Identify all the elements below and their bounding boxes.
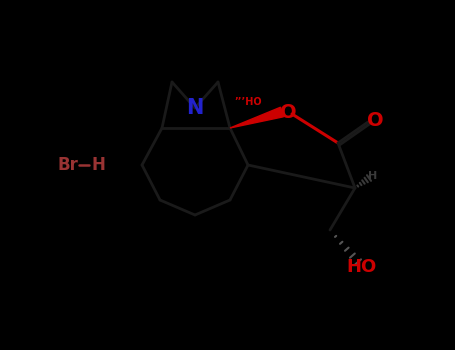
Text: ’’’HO: ’’’HO: [234, 97, 262, 107]
Text: O: O: [367, 112, 383, 131]
Text: O: O: [280, 103, 296, 121]
Text: H: H: [369, 171, 378, 181]
Text: N: N: [186, 98, 204, 118]
Text: Br: Br: [58, 156, 78, 174]
Text: H: H: [91, 156, 105, 174]
Text: HO: HO: [346, 258, 376, 276]
Polygon shape: [230, 107, 283, 128]
